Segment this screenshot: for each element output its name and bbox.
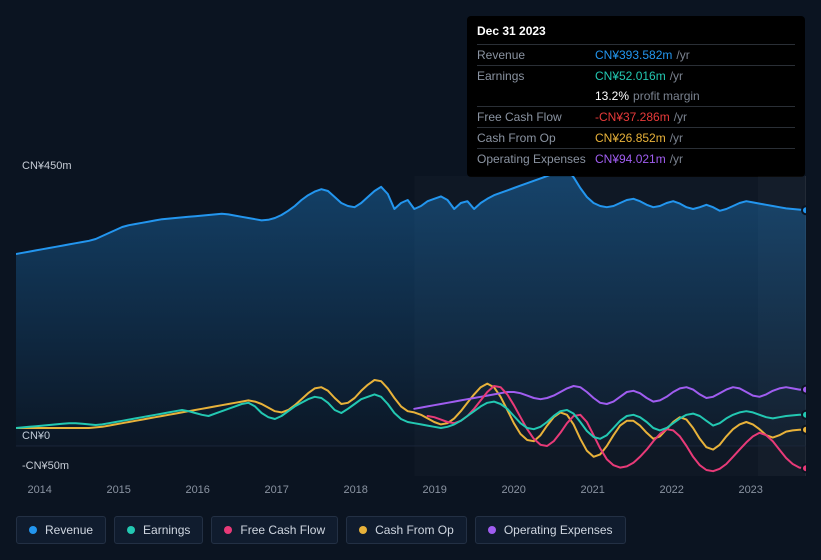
tooltip-row: Cash From OpCN¥26.852m/yr: [477, 127, 795, 148]
opex-dot-icon: [488, 526, 496, 534]
x-tick: 2021: [580, 484, 604, 496]
legend-item-cashop[interactable]: Cash From Op: [346, 516, 467, 544]
tooltip-value: CN¥94.021m: [595, 152, 666, 166]
marker-opex: [802, 386, 806, 394]
tooltip-row: EarningsCN¥52.016m/yr: [477, 65, 795, 86]
tooltip-suffix: /yr: [674, 110, 687, 124]
tooltip-value: CN¥52.016m: [595, 69, 666, 83]
tooltip-value: CN¥393.582m: [595, 48, 672, 62]
tooltip-row: RevenueCN¥393.582m/yr: [477, 44, 795, 65]
earnings-dot-icon: [127, 526, 135, 534]
x-tick: 2016: [185, 484, 209, 496]
marker-fcf: [802, 464, 806, 472]
tooltip-label: Cash From Op: [477, 131, 595, 145]
legend-label: Cash From Op: [375, 523, 454, 537]
tooltip-suffix: /yr: [676, 48, 689, 62]
tooltip-label: Operating Expenses: [477, 152, 595, 166]
legend-label: Earnings: [143, 523, 190, 537]
tooltip-value: 13.2%: [595, 89, 629, 103]
legend-item-revenue[interactable]: Revenue: [16, 516, 106, 544]
tooltip-suffix: profit margin: [633, 89, 700, 103]
legend-item-earnings[interactable]: Earnings: [114, 516, 203, 544]
tooltip-row: Operating ExpensesCN¥94.021m/yr: [477, 148, 795, 169]
cashop-dot-icon: [359, 526, 367, 534]
marker-revenue: [802, 206, 806, 214]
tooltip-suffix: /yr: [670, 131, 683, 145]
tooltip-label: Earnings: [477, 69, 595, 83]
x-tick: 2015: [106, 484, 130, 496]
legend-label: Operating Expenses: [504, 523, 613, 537]
tooltip-value: CN¥26.852m: [595, 131, 666, 145]
x-axis: 2014 2015 2016 2017 2018 2019 2020 2021 2022 2023: [16, 484, 806, 500]
x-tick: 2020: [501, 484, 525, 496]
chart-svg: [16, 176, 806, 476]
fcf-dot-icon: [224, 526, 232, 534]
tooltip-panel: Dec 31 2023 RevenueCN¥393.582m/yrEarning…: [467, 16, 805, 177]
tooltip-label: Revenue: [477, 48, 595, 62]
x-tick: 2023: [738, 484, 762, 496]
x-tick: 2022: [659, 484, 683, 496]
legend-item-fcf[interactable]: Free Cash Flow: [211, 516, 338, 544]
tooltip-row: 13.2% profit margin: [477, 86, 795, 106]
tooltip-label: Free Cash Flow: [477, 110, 595, 124]
tooltip-row: Free Cash Flow-CN¥37.286m/yr: [477, 106, 795, 127]
x-tick: 2019: [422, 484, 446, 496]
marker-earnings: [802, 411, 806, 419]
chart-area[interactable]: [16, 176, 806, 476]
legend-label: Free Cash Flow: [240, 523, 325, 537]
tooltip-rows: RevenueCN¥393.582m/yrEarningsCN¥52.016m/…: [477, 44, 795, 169]
tooltip-value: -CN¥37.286m: [595, 110, 670, 124]
marker-cashop: [802, 426, 806, 434]
tooltip-suffix: /yr: [670, 152, 683, 166]
y-label-max: CN¥450m: [22, 160, 72, 172]
tooltip-suffix: /yr: [670, 69, 683, 83]
revenue-dot-icon: [29, 526, 37, 534]
x-tick: 2017: [264, 484, 288, 496]
legend-item-opex[interactable]: Operating Expenses: [475, 516, 626, 544]
tooltip-date: Dec 31 2023: [477, 22, 795, 44]
revenue-area: [16, 176, 806, 446]
x-tick: 2014: [27, 484, 51, 496]
legend: Revenue Earnings Free Cash Flow Cash From O…: [16, 516, 626, 544]
x-tick: 2018: [343, 484, 367, 496]
legend-label: Revenue: [45, 523, 93, 537]
